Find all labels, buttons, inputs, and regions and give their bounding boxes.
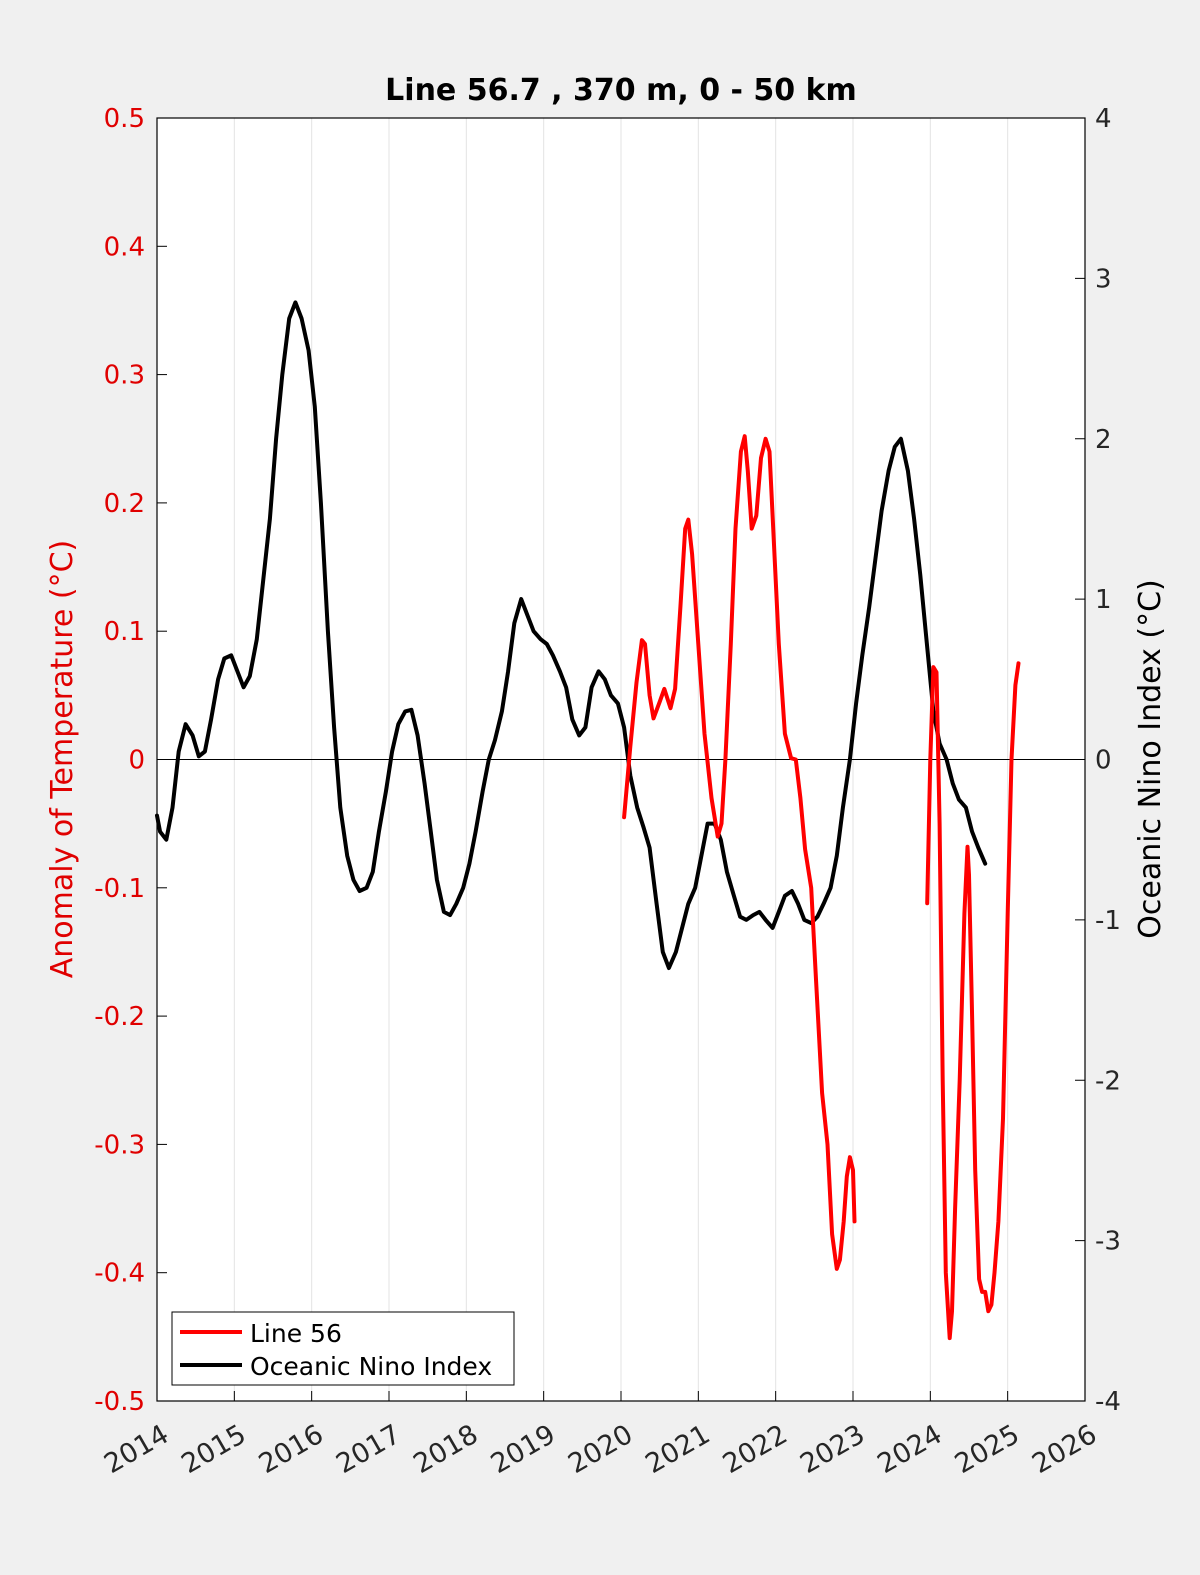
y2-tick-label: 3 xyxy=(1095,264,1112,294)
y2-tick-label: -1 xyxy=(1095,906,1121,936)
x-tick-label: 2026 xyxy=(1027,1419,1102,1480)
y2-tick-label: -3 xyxy=(1095,1227,1121,1257)
y2-tick-label: 0 xyxy=(1095,746,1112,776)
legend-box xyxy=(171,1311,515,1386)
x-tick-label: 2017 xyxy=(331,1419,406,1480)
x-tick-label: 2020 xyxy=(563,1419,638,1480)
y-tick-label: 0.4 xyxy=(104,232,145,262)
y-tick-label: 0 xyxy=(128,746,145,776)
oni-series-segment-0 xyxy=(155,300,988,970)
chart-title: Line 56.7 , 370 m, 0 - 50 km xyxy=(385,73,857,108)
y-tick-label: -0.3 xyxy=(94,1130,145,1160)
y-tick-label: 0.2 xyxy=(104,489,145,519)
y2-tick-label: 2 xyxy=(1095,425,1112,455)
series-layer xyxy=(155,300,1021,1341)
y2-tick-label: 1 xyxy=(1095,585,1112,615)
legend: Line 56 Oceanic Nino Index xyxy=(171,1311,515,1386)
x-tick-label: 2015 xyxy=(176,1419,251,1480)
right-axis-label: Oceanic Nino Index (°C) xyxy=(1133,579,1168,939)
x-tick-label: 2016 xyxy=(254,1419,329,1480)
x-tick-label: 2014 xyxy=(99,1419,174,1480)
x-tick-label: 2025 xyxy=(950,1419,1025,1480)
legend-label-oni: Oceanic Nino Index xyxy=(250,1352,492,1381)
y-tick-label: -0.5 xyxy=(94,1387,145,1417)
line-56-series-segment-1 xyxy=(925,661,1021,1341)
x-tick-label: 2021 xyxy=(640,1419,715,1480)
x-tick-label: 2023 xyxy=(795,1419,870,1480)
y-tick-label: -0.2 xyxy=(94,1002,145,1032)
y2-tick-label: -4 xyxy=(1095,1387,1121,1417)
y-tick-label: 0.1 xyxy=(104,617,145,647)
x-tick-label: 2024 xyxy=(872,1419,947,1480)
y-tick-label: 0.5 xyxy=(104,104,145,134)
y-tick-label: -0.1 xyxy=(94,874,145,904)
line-56-series-segment-0 xyxy=(622,434,857,1271)
x-tick-label: 2022 xyxy=(718,1419,793,1480)
y2-tick-label: 4 xyxy=(1095,104,1112,134)
y-tick-label: 0.3 xyxy=(104,361,145,391)
x-tick-label: 2019 xyxy=(486,1419,561,1480)
y2-tick-label: -2 xyxy=(1095,1066,1121,1096)
x-tick-label: 2018 xyxy=(408,1419,483,1480)
left-axis-label: Anomaly of Temperature (°C) xyxy=(45,540,80,979)
legend-label-line-56: Line 56 xyxy=(250,1319,342,1348)
y-tick-label: -0.4 xyxy=(94,1259,145,1289)
